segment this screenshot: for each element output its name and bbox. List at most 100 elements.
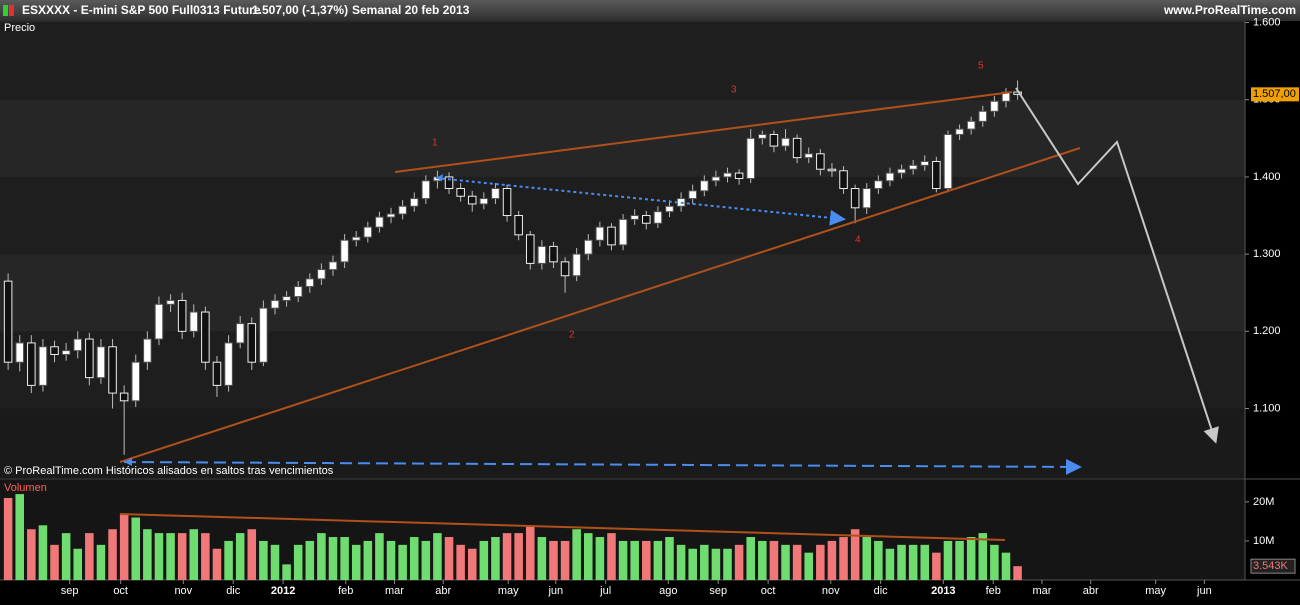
y-tick-label: 1.400 xyxy=(1253,171,1281,183)
volume-bar xyxy=(792,544,802,580)
candle-body xyxy=(340,239,349,263)
candle-body xyxy=(839,170,848,190)
volume-bar xyxy=(340,537,349,580)
x-tick-label: feb xyxy=(338,585,353,597)
volume-bar xyxy=(201,533,210,580)
volume-bar xyxy=(247,529,257,580)
candle-body xyxy=(804,153,813,159)
trend-line xyxy=(119,147,1081,463)
volume-bar xyxy=(259,540,268,580)
candle-body xyxy=(317,269,326,280)
x-tick-label: abr xyxy=(435,585,451,597)
candle-body xyxy=(653,211,663,224)
last-price-label: 1.507,00 xyxy=(1253,88,1296,100)
x-tick-label: may xyxy=(1145,585,1166,597)
candle-body xyxy=(491,188,500,200)
volume-bar xyxy=(293,544,303,580)
volume-bar xyxy=(61,533,71,580)
candle-body xyxy=(920,160,930,166)
header-bar xyxy=(0,0,1300,21)
last-volume-label: 3.543K xyxy=(1253,560,1289,572)
candle-body xyxy=(943,133,953,190)
icon xyxy=(3,5,8,16)
x-tick-label: sep xyxy=(709,585,727,597)
candle-body xyxy=(189,311,199,332)
candle-body xyxy=(456,188,465,197)
volume-bar xyxy=(131,517,141,580)
candle-body xyxy=(595,226,605,241)
volume-bar xyxy=(50,544,59,580)
candle-body xyxy=(816,153,825,170)
x-tick-label: 2013 xyxy=(931,585,955,597)
y2-tick-label: 10M xyxy=(1253,535,1274,547)
volume-bar xyxy=(1001,552,1011,580)
volume-bar xyxy=(375,533,384,580)
symbol: ESXXXX - E-mini S&P 500 Full0313 Future xyxy=(22,3,261,17)
volume-bar xyxy=(723,548,732,580)
volume-bar xyxy=(595,537,605,580)
x-tick-label: may xyxy=(498,585,519,597)
candle-body xyxy=(15,342,24,363)
candle-body xyxy=(781,137,790,147)
volume-bar xyxy=(224,540,233,580)
volume-bar xyxy=(479,540,489,580)
volume-bar xyxy=(816,544,825,580)
candle-body xyxy=(177,299,187,332)
axis-bg xyxy=(1245,21,1300,600)
volume-bar xyxy=(758,540,767,580)
x-tick-label: jul xyxy=(599,585,611,597)
candle-body xyxy=(688,190,697,200)
y2-tick-label: 20M xyxy=(1253,496,1274,508)
candle-body xyxy=(978,110,988,122)
x-tick-label: mar xyxy=(385,585,404,597)
volume-bar xyxy=(491,537,500,580)
last-volume-box xyxy=(1250,558,1296,574)
candle-body xyxy=(386,213,396,218)
x-tick-label: 2012 xyxy=(271,585,295,597)
x-tick-label: jun xyxy=(547,585,563,597)
wave-label: 5 xyxy=(978,61,984,72)
arrow xyxy=(435,177,846,226)
candle-body xyxy=(584,239,593,255)
candle-body xyxy=(734,172,744,179)
candle-body xyxy=(143,338,152,363)
candle-body xyxy=(328,261,338,271)
volume-bar xyxy=(584,533,593,580)
x-tick-label: sep xyxy=(61,585,79,597)
price-panel xyxy=(0,21,1245,478)
volume-bar xyxy=(839,537,848,580)
volume-bar xyxy=(456,544,465,580)
candle-body xyxy=(502,188,512,217)
arrow-head xyxy=(436,174,443,181)
volume-bar xyxy=(549,540,558,580)
volume-bar xyxy=(363,540,373,580)
volume-bar xyxy=(537,537,547,580)
candle-body xyxy=(642,215,651,224)
x-tick-label: dic xyxy=(874,585,889,597)
grid-band xyxy=(0,254,1245,332)
candle-body xyxy=(885,172,895,182)
volume-bar xyxy=(351,544,361,580)
volume-bar xyxy=(746,537,755,580)
candle-body xyxy=(154,303,164,340)
candle-body xyxy=(630,215,639,220)
volume-trend xyxy=(119,513,1006,541)
volume-bar xyxy=(618,540,628,580)
candle-body xyxy=(908,164,918,170)
candle-body xyxy=(166,299,175,305)
volume-bar xyxy=(282,564,291,580)
candle-body xyxy=(560,261,570,277)
volume-bar xyxy=(630,540,639,580)
volume-bar xyxy=(676,544,686,580)
volume-bar xyxy=(862,537,872,580)
quote: 1.507,00 (-1,37%) xyxy=(252,3,348,17)
volume-bar xyxy=(502,533,512,580)
grid-band xyxy=(0,21,1245,23)
candle-body xyxy=(27,342,36,386)
candle-body xyxy=(108,346,117,394)
volume-bar xyxy=(781,544,790,580)
volume-bar xyxy=(572,529,581,580)
arrow-head xyxy=(124,458,132,466)
last-price-box xyxy=(1251,87,1299,102)
